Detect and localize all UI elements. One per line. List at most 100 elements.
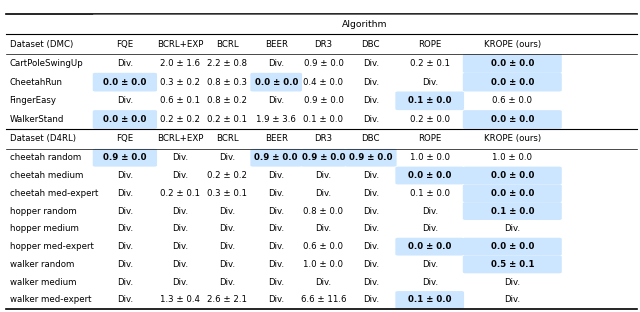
Text: cheetah medium: cheetah medium (10, 171, 83, 180)
Text: DR3: DR3 (314, 40, 333, 49)
Text: Div.: Div. (363, 207, 379, 216)
Text: Div.: Div. (316, 224, 332, 233)
Text: 0.9 ± 0.0: 0.9 ± 0.0 (255, 153, 298, 162)
Text: Div.: Div. (268, 278, 284, 287)
Text: Div.: Div. (363, 260, 379, 269)
Text: 0.0 ± 0.0: 0.0 ± 0.0 (491, 59, 534, 68)
Text: 0.0 ± 0.0: 0.0 ± 0.0 (491, 115, 534, 124)
Text: Div.: Div. (268, 242, 284, 251)
Text: BCRL+EXP: BCRL+EXP (157, 134, 204, 143)
Text: Div.: Div. (172, 278, 188, 287)
Text: 1.9 ± 3.6: 1.9 ± 3.6 (256, 115, 296, 124)
Text: 0.5 ± 0.1: 0.5 ± 0.1 (490, 260, 534, 269)
Text: Div.: Div. (117, 59, 133, 68)
Text: walker random: walker random (10, 260, 74, 269)
Text: 0.8 ± 0.2: 0.8 ± 0.2 (207, 96, 247, 105)
Text: 2.6 ± 2.1: 2.6 ± 2.1 (207, 295, 247, 305)
Text: 1.0 ± 0.0: 1.0 ± 0.0 (492, 153, 532, 162)
Text: 0.0 ± 0.0: 0.0 ± 0.0 (491, 171, 534, 180)
Text: DBC: DBC (362, 40, 380, 49)
Text: 0.3 ± 0.1: 0.3 ± 0.1 (207, 189, 247, 198)
Text: 0.1 ± 0.0: 0.1 ± 0.0 (490, 207, 534, 216)
Text: cheetah random: cheetah random (10, 153, 81, 162)
Text: 0.2 ± 0.1: 0.2 ± 0.1 (410, 59, 450, 68)
Text: FQE: FQE (116, 40, 134, 49)
Text: 0.0 ± 0.0: 0.0 ± 0.0 (408, 171, 451, 180)
Text: hopper med-expert: hopper med-expert (10, 242, 93, 251)
Text: Div.: Div. (117, 189, 133, 198)
Text: Div.: Div. (220, 207, 236, 216)
Text: Div.: Div. (316, 278, 332, 287)
Text: 0.8 ± 0.0: 0.8 ± 0.0 (303, 207, 344, 216)
Text: 0.0 ± 0.0: 0.0 ± 0.0 (491, 189, 534, 198)
Text: 0.0 ± 0.0: 0.0 ± 0.0 (491, 78, 534, 87)
Text: Div.: Div. (268, 295, 284, 305)
Text: walker medium: walker medium (10, 278, 76, 287)
Text: 0.9 ± 0.0: 0.9 ± 0.0 (103, 153, 147, 162)
Text: 0.1 ± 0.0: 0.1 ± 0.0 (410, 189, 450, 198)
Text: Div.: Div. (220, 278, 236, 287)
Text: Div.: Div. (363, 96, 379, 105)
Text: Div.: Div. (363, 224, 379, 233)
Text: hopper medium: hopper medium (10, 224, 79, 233)
Text: 0.0 ± 0.0: 0.0 ± 0.0 (255, 78, 298, 87)
Text: Div.: Div. (268, 96, 284, 105)
Text: 0.0 ± 0.0: 0.0 ± 0.0 (491, 242, 534, 251)
Text: Div.: Div. (363, 78, 379, 87)
Text: KROPE (ours): KROPE (ours) (484, 40, 541, 49)
Text: CartPoleSwingUp: CartPoleSwingUp (10, 59, 83, 68)
Text: Div.: Div. (268, 224, 284, 233)
Text: Div.: Div. (316, 189, 332, 198)
Text: DR3: DR3 (314, 134, 333, 143)
Text: Div.: Div. (422, 78, 438, 87)
Text: 0.6 ± 0.0: 0.6 ± 0.0 (303, 242, 344, 251)
Text: 0.9 ± 0.0: 0.9 ± 0.0 (301, 153, 345, 162)
Text: 0.0 ± 0.0: 0.0 ± 0.0 (103, 78, 147, 87)
Text: ROPE: ROPE (418, 40, 442, 49)
Text: 0.2 ± 0.2: 0.2 ± 0.2 (207, 171, 247, 180)
Text: Div.: Div. (117, 278, 133, 287)
Text: Div.: Div. (422, 260, 438, 269)
Text: 0.0 ± 0.0: 0.0 ± 0.0 (103, 115, 147, 124)
Text: BCRL: BCRL (216, 134, 239, 143)
Text: 0.6 ± 0.1: 0.6 ± 0.1 (160, 96, 200, 105)
Text: Div.: Div. (363, 115, 379, 124)
Text: Div.: Div. (504, 278, 520, 287)
Text: Div.: Div. (363, 59, 379, 68)
Text: Div.: Div. (363, 171, 379, 180)
Text: Div.: Div. (117, 295, 133, 305)
Text: Div.: Div. (316, 171, 332, 180)
Text: cheetah med-expert: cheetah med-expert (10, 189, 98, 198)
Text: Dataset (D4RL): Dataset (D4RL) (10, 134, 76, 143)
Text: Div.: Div. (422, 278, 438, 287)
Text: 0.2 ± 0.2: 0.2 ± 0.2 (160, 115, 200, 124)
Text: 1.0 ± 0.0: 1.0 ± 0.0 (410, 153, 450, 162)
Text: Div.: Div. (363, 189, 379, 198)
Text: 0.6 ± 0.0: 0.6 ± 0.0 (492, 96, 532, 105)
Text: 0.9 ± 0.0: 0.9 ± 0.0 (303, 96, 344, 105)
Text: 0.4 ± 0.0: 0.4 ± 0.0 (303, 78, 344, 87)
Text: 6.6 ± 11.6: 6.6 ± 11.6 (301, 295, 346, 305)
Text: 0.9 ± 0.0: 0.9 ± 0.0 (303, 59, 344, 68)
Text: Div.: Div. (422, 207, 438, 216)
Text: Div.: Div. (504, 224, 520, 233)
Text: hopper random: hopper random (10, 207, 76, 216)
Text: Div.: Div. (172, 224, 188, 233)
Text: 0.3 ± 0.2: 0.3 ± 0.2 (160, 78, 200, 87)
Text: Div.: Div. (220, 153, 236, 162)
Text: Div.: Div. (268, 189, 284, 198)
Text: Div.: Div. (422, 224, 438, 233)
Text: 0.1 ± 0.0: 0.1 ± 0.0 (303, 115, 344, 124)
Text: FingerEasy: FingerEasy (10, 96, 56, 105)
Text: 2.0 ± 1.6: 2.0 ± 1.6 (160, 59, 200, 68)
Text: CheetahRun: CheetahRun (10, 78, 63, 87)
Text: KROPE (ours): KROPE (ours) (484, 134, 541, 143)
Text: BEER: BEER (265, 134, 288, 143)
Text: Div.: Div. (363, 242, 379, 251)
Text: 0.8 ± 0.3: 0.8 ± 0.3 (207, 78, 247, 87)
Text: BCRL: BCRL (216, 40, 239, 49)
Text: Div.: Div. (268, 171, 284, 180)
Text: 1.0 ± 0.0: 1.0 ± 0.0 (303, 260, 344, 269)
Text: Div.: Div. (172, 242, 188, 251)
Text: 0.2 ± 0.0: 0.2 ± 0.0 (410, 115, 450, 124)
